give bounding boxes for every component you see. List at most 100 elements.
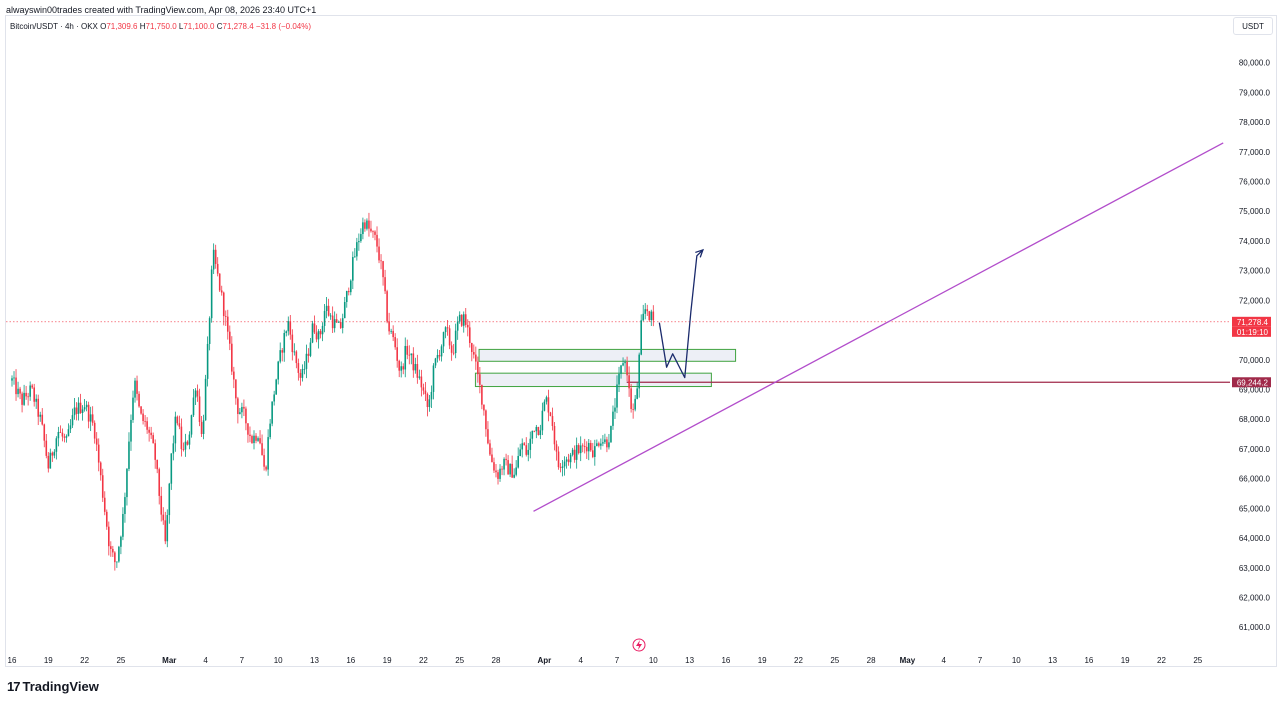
candle-body: [101, 475, 104, 498]
candle-body: [592, 450, 594, 457]
low-label: L: [178, 22, 184, 31]
candle-body: [255, 435, 257, 441]
high-label: H: [139, 22, 146, 31]
candle-body: [156, 459, 158, 470]
candle-body: [287, 321, 290, 332]
candle-body: [99, 462, 102, 476]
candle-body: [303, 368, 306, 370]
candle-body: [608, 442, 610, 448]
candle-body: [634, 398, 636, 410]
y-tick-label: 67,000.0: [1239, 445, 1271, 454]
candle-body: [410, 353, 413, 356]
candle-body: [33, 387, 35, 402]
currency-selector[interactable]: USDT: [1233, 17, 1273, 35]
candle-body: [404, 345, 407, 370]
candle-body: [372, 231, 374, 233]
tradingview-logo-icon: 17: [7, 679, 21, 694]
price-axis[interactable]: 61,000.0 62,000.0 63,000.0 64,000.0 65,000.0…: [1232, 59, 1271, 633]
candle-body: [370, 228, 372, 232]
projection-path: [658, 249, 704, 379]
y-tick-label: 78,000.0: [1239, 118, 1271, 127]
candle-body: [241, 406, 243, 413]
candle-body: [289, 321, 292, 335]
candle-body: [97, 444, 100, 463]
candle-body: [31, 385, 33, 388]
candle-body: [19, 388, 21, 394]
candle-body: [257, 438, 259, 441]
y-tick-label: 61,000.0: [1239, 623, 1271, 632]
candle-body: [561, 466, 564, 468]
candle-body: [313, 323, 316, 333]
candle-body: [253, 435, 255, 444]
candle-body: [198, 396, 201, 422]
close-value: 71,278.4: [222, 22, 254, 31]
candlestick-series[interactable]: [11, 212, 655, 571]
candle-body: [432, 365, 435, 392]
lightning-event-icon[interactable]: [632, 638, 646, 652]
x-tick-label: 13: [310, 656, 319, 665]
candle-body: [535, 426, 538, 432]
x-tick-label: 22: [419, 656, 428, 665]
candle-body: [311, 323, 314, 343]
demand-zone-box: [474, 372, 712, 388]
candle-body: [170, 453, 173, 484]
symbol-title[interactable]: Bitcoin/USDT · 4h · OKX: [10, 22, 98, 31]
candle-body: [160, 495, 163, 515]
candle-body: [233, 371, 235, 380]
close-label: C: [216, 22, 223, 31]
candle-body: [43, 424, 46, 441]
candle-body: [146, 421, 148, 430]
price-zones[interactable]: [474, 348, 737, 388]
candle-body: [352, 257, 354, 281]
candle-body: [408, 354, 411, 356]
candle-body: [515, 467, 517, 475]
candle-body: [190, 415, 193, 435]
candle-body: [527, 449, 530, 455]
current-price-tag: [1232, 316, 1271, 327]
y-tick-label: 73,000.0: [1239, 267, 1271, 276]
trend-drawings[interactable]: [533, 142, 1224, 512]
candle-body: [583, 445, 586, 447]
x-tick-label: 7: [615, 656, 620, 665]
candle-body: [571, 449, 574, 455]
candle-body: [444, 327, 447, 333]
candle-body: [337, 322, 340, 323]
x-tick-label: 28: [492, 656, 501, 665]
candle-body: [575, 445, 578, 460]
candle-body: [164, 520, 167, 542]
candle-body: [479, 374, 481, 385]
candle-body: [45, 440, 48, 456]
candle-body: [364, 222, 366, 229]
candle-body: [249, 434, 251, 437]
candle-body: [118, 546, 120, 562]
candle-body: [61, 432, 64, 437]
candle-body: [382, 261, 384, 278]
time-axis[interactable]: 16 19 22 25 Mar 4 7 10 13 16 19 22 25 28 Apr 4 7 10 13 16 19…: [8, 656, 1203, 665]
candle-body: [392, 330, 394, 338]
candle-body: [368, 220, 370, 229]
candle-body: [124, 497, 126, 514]
candle-body: [533, 430, 536, 432]
candle-body: [442, 332, 445, 347]
candle-body: [531, 430, 534, 439]
candle-body: [519, 449, 521, 456]
candle-body: [15, 377, 17, 395]
candle-body: [55, 438, 58, 452]
candle-body: [610, 425, 612, 443]
candle-body: [251, 436, 253, 444]
candle-body: [450, 345, 453, 353]
candle-body: [380, 260, 382, 262]
chart-frame: [5, 15, 1277, 667]
candle-body: [158, 469, 161, 496]
candle-body: [75, 407, 78, 414]
candle-body: [148, 429, 150, 433]
candle-body: [184, 441, 187, 450]
candle-body: [430, 391, 433, 400]
candle-body: [489, 443, 491, 455]
candle-body: [547, 397, 550, 413]
tradingview-logo[interactable]: 17 TradingView: [7, 679, 99, 694]
candle-body: [13, 377, 15, 379]
candle-body: [271, 401, 273, 424]
candle-body: [341, 318, 344, 328]
